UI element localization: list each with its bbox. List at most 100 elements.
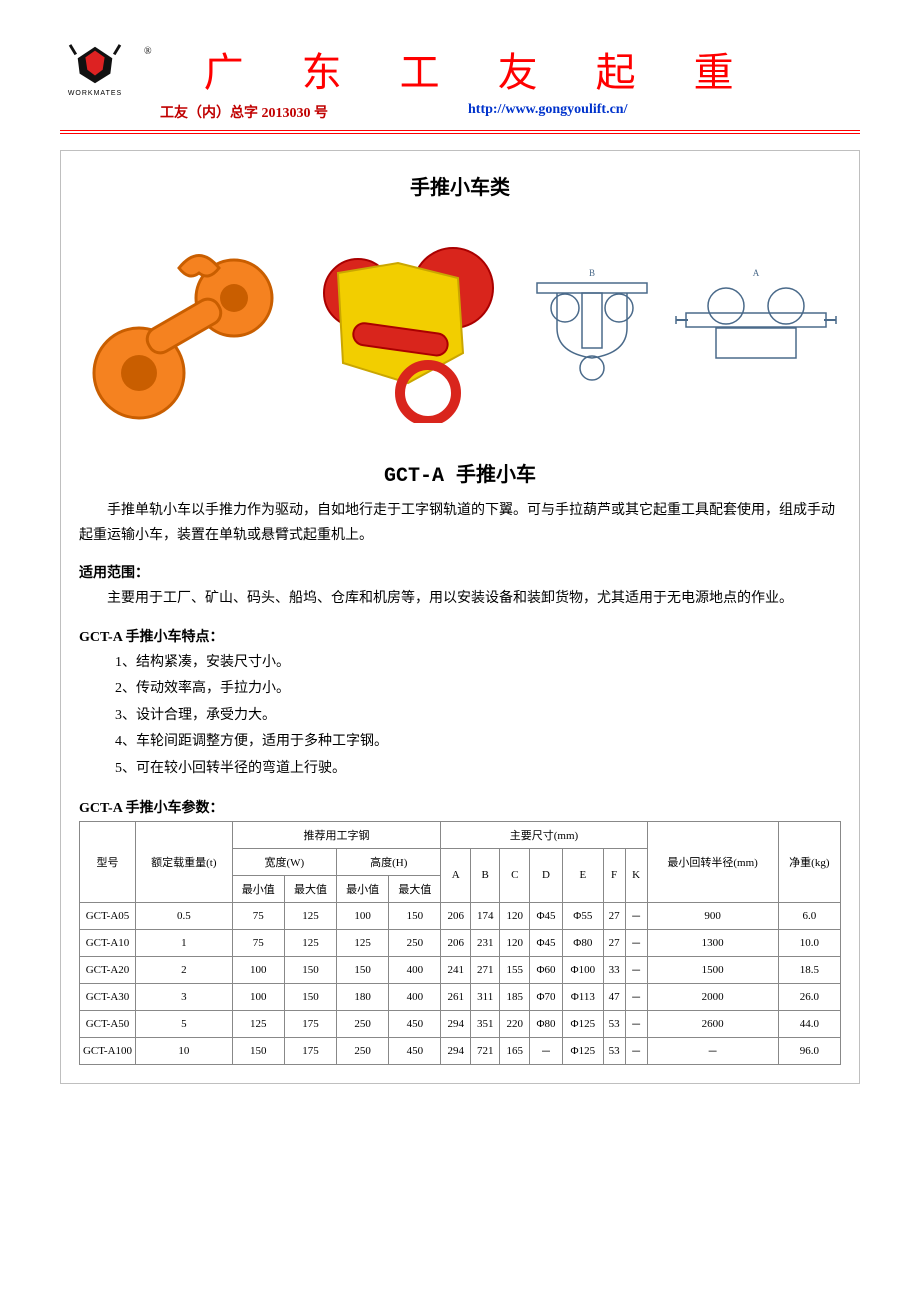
table-cell: 1	[136, 929, 233, 956]
feature-item: 3、设计合理，承受力大。	[115, 703, 841, 730]
table-cell: 165	[500, 1037, 530, 1064]
feature-item: 2、传动效率高，手拉力小。	[115, 676, 841, 703]
table-cell: 150	[337, 956, 389, 983]
table-cell: Φ100	[563, 956, 604, 983]
th-a: A	[441, 848, 471, 902]
table-cell: 206	[441, 929, 471, 956]
th-e: E	[563, 848, 604, 902]
technical-diagram-front: B	[517, 233, 667, 423]
table-cell: Φ60	[530, 956, 563, 983]
table-cell: Φ70	[530, 983, 563, 1010]
features-label: GCT-A 手推小车特点：	[79, 626, 841, 646]
table-cell: －	[625, 983, 647, 1010]
table-cell: GCT-A30	[80, 983, 136, 1010]
table-cell: 75	[232, 902, 284, 929]
table-cell: －	[625, 929, 647, 956]
website-url[interactable]: http://www.gongyoulift.cn/	[468, 102, 627, 122]
table-cell: 311	[470, 983, 500, 1010]
table-cell: 351	[470, 1010, 500, 1037]
table-cell: 6.0	[778, 902, 840, 929]
table-row: GCT-A303100150180400261311185Φ70Φ11347－2…	[80, 983, 841, 1010]
table-cell: 0.5	[136, 902, 233, 929]
table-cell: 175	[284, 1010, 336, 1037]
diagram-side-icon: A	[671, 233, 841, 423]
page-header: WORKMATES ® 广 东 工 友 起 重	[60, 40, 860, 98]
table-cell: 2600	[647, 1010, 778, 1037]
spec-table-head: 型号 额定载重量(t) 推荐用工字钢 主要尺寸(mm) 最小回转半径(mm) 净…	[80, 821, 841, 902]
product-photo-orange	[79, 233, 289, 423]
table-cell: 3	[136, 983, 233, 1010]
table-cell: 100	[232, 956, 284, 983]
table-cell: 220	[500, 1010, 530, 1037]
table-cell: 150	[284, 956, 336, 983]
table-cell: 53	[603, 1010, 625, 1037]
th-wmin: 最小值	[232, 875, 284, 902]
logo-label: WORKMATES	[68, 90, 122, 97]
product-image-row: B A	[79, 218, 841, 438]
table-cell: GCT-A50	[80, 1010, 136, 1037]
feature-item: 1、结构紧凑，安装尺寸小。	[115, 650, 841, 677]
table-cell: 125	[284, 902, 336, 929]
table-cell: 294	[441, 1037, 471, 1064]
diagram-front-icon: B	[517, 233, 667, 423]
table-cell: Φ45	[530, 902, 563, 929]
table-cell: Φ55	[563, 902, 604, 929]
table-cell: GCT-A20	[80, 956, 136, 983]
document-number: 工友（内）总字 2013030 号	[160, 102, 328, 122]
table-cell: 10.0	[778, 929, 840, 956]
table-cell: 27	[603, 902, 625, 929]
svg-text:B: B	[589, 268, 595, 278]
table-cell: －	[625, 1010, 647, 1037]
table-cell: 150	[389, 902, 441, 929]
table-cell: 271	[470, 956, 500, 983]
th-hmax: 最大值	[389, 875, 441, 902]
spec-table: 型号 额定载重量(t) 推荐用工字钢 主要尺寸(mm) 最小回转半径(mm) 净…	[79, 821, 841, 1065]
table-cell: 120	[500, 929, 530, 956]
table-cell: 450	[389, 1010, 441, 1037]
trolley-yellow-icon	[293, 233, 513, 423]
table-cell: 1300	[647, 929, 778, 956]
th-c: C	[500, 848, 530, 902]
table-cell: －	[530, 1037, 563, 1064]
table-cell: －	[625, 1037, 647, 1064]
table-cell: 53	[603, 1037, 625, 1064]
subheader: 工友（内）总字 2013030 号 http://www.gongyoulift…	[160, 102, 860, 122]
table-cell: 100	[232, 983, 284, 1010]
params-label: GCT-A 手推小车参数：	[79, 797, 841, 817]
company-name: 广 东 工 友 起 重	[204, 40, 758, 98]
table-cell: 250	[389, 929, 441, 956]
th-dims: 主要尺寸(mm)	[441, 821, 647, 848]
th-model: 型号	[80, 821, 136, 902]
table-cell: 10	[136, 1037, 233, 1064]
table-cell: 125	[232, 1010, 284, 1037]
th-height: 高度(H)	[337, 848, 441, 875]
workmates-logo-icon	[66, 41, 124, 89]
trolley-orange-icon	[79, 233, 289, 423]
th-weight: 净重(kg)	[778, 821, 840, 902]
table-cell: 185	[500, 983, 530, 1010]
table-cell: 721	[470, 1037, 500, 1064]
table-cell: 120	[500, 902, 530, 929]
table-cell: 150	[232, 1037, 284, 1064]
feature-item: 5、可在较小回转半径的弯道上行驶。	[115, 756, 841, 783]
product-title: GCT-A 手推小车	[79, 458, 841, 488]
table-cell: 155	[500, 956, 530, 983]
intro-paragraph: 手推单轨小车以手推力作为驱动，自如地行走于工字钢轨道的下翼。可与手拉葫芦或其它起…	[79, 498, 841, 548]
table-cell: Φ125	[563, 1037, 604, 1064]
table-cell: Φ80	[563, 929, 604, 956]
technical-diagram-side: A	[671, 233, 841, 423]
table-cell: －	[625, 902, 647, 929]
th-k: K	[625, 848, 647, 902]
th-f: F	[603, 848, 625, 902]
product-photo-yellow	[293, 233, 513, 423]
table-cell: 100	[337, 902, 389, 929]
table-cell: 18.5	[778, 956, 840, 983]
table-cell: 241	[441, 956, 471, 983]
table-row: GCT-A202100150150400241271155Φ60Φ10033－1…	[80, 956, 841, 983]
table-cell: 96.0	[778, 1037, 840, 1064]
table-cell: 174	[470, 902, 500, 929]
table-cell: 900	[647, 902, 778, 929]
table-cell: 250	[337, 1037, 389, 1064]
table-cell: －	[625, 956, 647, 983]
table-cell: 294	[441, 1010, 471, 1037]
